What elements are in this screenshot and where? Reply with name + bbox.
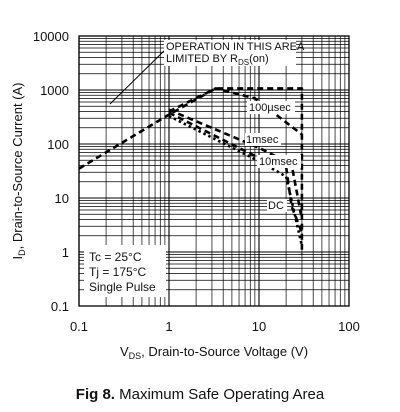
soa-chart: 0.1 1 10 100 0.1 1 10 100 1000 10000 OPERATION I… [10, 29, 360, 361]
x-tick-label: 1 [165, 319, 172, 334]
x-tick-label: 10 [252, 319, 266, 334]
x-tick-label: 0.1 [70, 319, 88, 334]
label-1ms: 1msec [246, 134, 279, 146]
label-100us: 100µsec [249, 102, 291, 114]
annotation-limit-line1: OPERATION IN THIS AREA [166, 41, 305, 53]
y-tick-label: 100 [47, 137, 69, 152]
conditions-box [84, 245, 166, 297]
figure-number: Fig 8. [75, 386, 115, 403]
annotation-bg [164, 40, 296, 66]
annotation-limit-line2: LIMITED BY RDS(on) [166, 53, 269, 67]
figure-title: Maximum Safe Operating Area [119, 386, 325, 403]
y-tick-label: 10 [55, 191, 69, 206]
y-tick-labels: 0.1 1 10 100 1000 10000 [33, 29, 69, 314]
curve-dc [168, 114, 304, 247]
x-tick-label: 100 [338, 319, 360, 334]
grid [78, 36, 349, 307]
condition-pulse: Single Pulse [89, 280, 156, 294]
y-tick-label: 1000 [40, 83, 69, 98]
condition-tj: Tj = 175°C [89, 265, 146, 279]
label-dc-bg [267, 199, 287, 212]
condition-tc: Tc = 25°C [89, 250, 142, 264]
label-100us-bg [247, 101, 295, 114]
y-axis-label: ID, Drain-to-Source Current (A) [10, 82, 27, 259]
curve-100-sec [168, 87, 303, 136]
label-1ms-bg [245, 133, 281, 146]
annotation-leader-line [109, 46, 169, 105]
label-10ms: 10msec [259, 156, 298, 168]
y-tick-label: 10000 [33, 29, 69, 44]
curve-100-sec [78, 87, 304, 255]
label-dc: DC [268, 200, 284, 212]
plot-frame [78, 35, 350, 307]
y-tick-label: 0.1 [51, 299, 69, 314]
x-tick-labels: 0.1 1 10 100 [70, 319, 360, 334]
x-axis-label: VDS, Drain-to-Source Voltage (V) [120, 344, 308, 361]
label-10ms-bg [257, 155, 301, 168]
figure-caption: Fig 8. Maximum Safe Operating Area [0, 386, 400, 403]
y-tick-label: 1 [62, 245, 69, 260]
